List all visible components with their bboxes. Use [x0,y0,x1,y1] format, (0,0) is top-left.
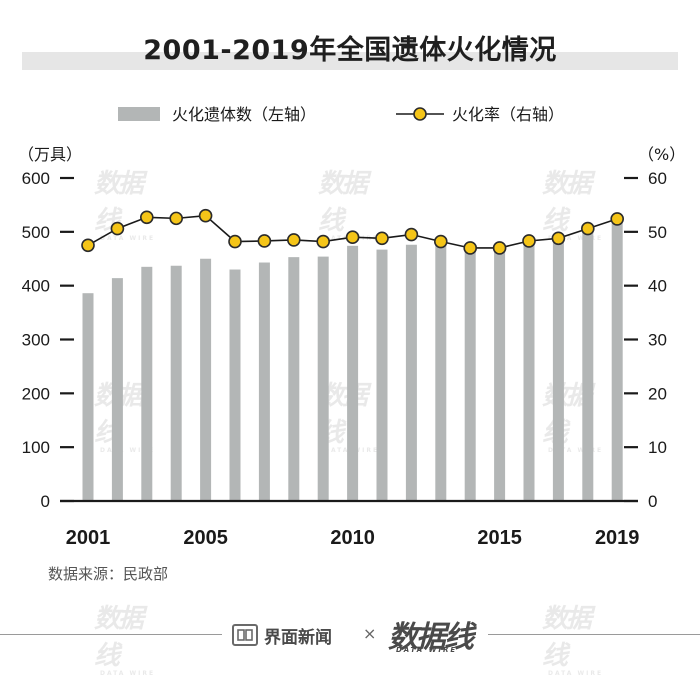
rate-point-2004 [169,211,183,226]
rate-point-2006 [228,234,242,249]
footer-line-right [488,634,700,635]
legend-line-marker [413,107,427,121]
chart-title: 2001-2019年全国遗体火化情况 [143,35,557,66]
bar-2001 [82,293,94,501]
bar-2005 [200,258,212,501]
datawire-logo: 数据线 DATA WIRE [388,612,488,658]
right-axis-unit: （%） [638,145,685,164]
rate-point-2012 [404,227,419,242]
bar-2017 [552,240,564,502]
brand-name: 界面新闻 [264,627,332,648]
right-axis-tick-label: 30 [648,331,667,350]
rate-point-2013 [433,234,448,249]
bar-2002 [111,278,123,501]
rate-point-2003 [140,210,154,225]
bar-2013 [435,244,447,501]
times-sign: × [363,624,377,643]
title-band [22,52,678,70]
rate-point-2001 [81,238,95,253]
rate-point-2010 [345,230,360,245]
rate-point-2011 [375,231,389,246]
legend-line-label: 火化率（右轴） [452,105,564,124]
bar-2007 [258,262,270,501]
right-axis-tick-label: 60 [648,169,667,188]
bar-2015 [494,249,506,501]
x-axis-tick-label: 2005 [183,527,228,549]
bar-2008 [288,257,300,501]
title-area: 2001-2019年全国遗体火化情况 [0,28,700,74]
rate-point-2007 [257,234,272,248]
rate-point-2017 [551,231,566,246]
legend-bar-swatch [118,107,160,121]
bar-2012 [405,244,417,501]
left-axis-tick-label: 500 [22,223,50,242]
rate-point-2002 [110,221,125,236]
bar-2014 [464,249,476,501]
rate-point-2019 [610,212,625,226]
rate-point-2005 [198,208,213,223]
bar-2010 [347,245,359,501]
bar-2019 [611,217,623,501]
datawire-logo-text: 数据线 [388,620,474,655]
left-axis-tick-label: 400 [22,277,50,296]
left-axis-tick-label: 300 [22,331,50,350]
x-axis-tick-label: 2010 [330,527,375,549]
data-source: 数据来源：民政部 [48,565,169,583]
x-axis-tick-label: 2019 [595,527,640,549]
bar-2009 [317,256,329,501]
bar-2018 [582,232,594,501]
bar-2016 [523,244,535,501]
chart: 火化遗体数（左轴） 火化率（右轴）（万具） （%）01002003004005006… [18,105,685,549]
right-axis-tick-label: 40 [648,277,667,296]
footer-line-left [0,634,222,635]
bar-2011 [376,249,388,501]
right-axis-tick-label: 10 [648,438,667,457]
rate-point-2008 [286,233,301,247]
rate-point-2009 [316,234,331,249]
x-axis-tick-label: 2001 [66,527,111,549]
footer: 界面新闻 × 数据线 DATA WIRE [0,610,700,660]
left-axis-tick-label: 600 [22,169,50,188]
jiemian-logo-icon [232,624,258,646]
right-axis-tick-label: 20 [648,384,667,403]
legend-bar-label: 火化遗体数（左轴） [172,105,316,124]
right-axis-tick-label: 0 [648,492,657,511]
rate-point-2014 [463,241,478,255]
bar-2004 [170,265,182,501]
rate-point-2016 [522,234,536,248]
datawire-logo-sub: DATA WIRE [396,646,458,654]
bar-2006 [229,269,241,501]
rate-point-2018 [580,221,595,236]
bar-2003 [141,266,153,501]
left-axis-unit: （万具） [18,145,82,164]
brand: 界面新闻 [232,621,332,649]
rate-point-2015 [492,241,507,255]
left-axis-tick-label: 0 [41,492,50,511]
x-axis-tick-label: 2015 [477,527,522,549]
left-axis-tick-label: 200 [22,384,50,403]
right-axis-tick-label: 50 [648,223,667,242]
left-axis-tick-label: 100 [22,438,50,457]
